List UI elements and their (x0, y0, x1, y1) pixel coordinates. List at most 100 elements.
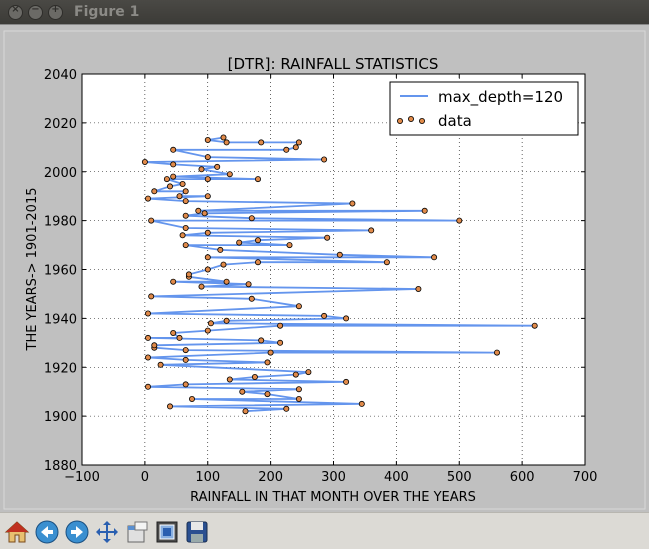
data-point (283, 405, 290, 412)
data-point (217, 246, 224, 253)
legend-marker-3 (418, 118, 425, 125)
data-point (254, 259, 261, 266)
data-point (267, 349, 274, 356)
data-point (292, 371, 299, 378)
data-point (144, 195, 151, 202)
data-point (204, 229, 211, 236)
data-point (220, 261, 227, 268)
data-point (198, 166, 205, 173)
data-point (415, 285, 422, 292)
data-point (324, 234, 331, 241)
data-point (292, 144, 299, 151)
data-point (185, 271, 192, 278)
data-point (431, 254, 438, 261)
data-point (336, 251, 343, 258)
data-point (166, 183, 173, 190)
data-point (182, 224, 189, 231)
home-icon[interactable] (4, 519, 30, 545)
y-tick-label: 1920 (44, 361, 77, 376)
data-point (493, 349, 500, 356)
y-tick-label: 1880 (44, 459, 77, 474)
y-tick-label: 1900 (44, 410, 77, 425)
chart-title: [DTR]: RAINFALL STATISTICS (228, 55, 439, 73)
data-point (207, 320, 214, 327)
data-point (170, 173, 177, 180)
data-point (204, 254, 211, 261)
legend-marker-1 (396, 118, 403, 125)
subplots-icon[interactable] (154, 519, 180, 545)
data-point (144, 310, 151, 317)
data-point (245, 281, 252, 288)
x-tick-label: 500 (447, 470, 472, 485)
data-point (214, 163, 221, 170)
y-axis-label: THE YEARS-> 1901-2015 (25, 188, 40, 352)
zoom-icon[interactable] (124, 519, 150, 545)
x-tick-label: 700 (573, 470, 598, 485)
y-tick-label: 2000 (44, 166, 77, 181)
data-point (170, 329, 177, 336)
data-point (182, 212, 189, 219)
forward-icon[interactable] (64, 519, 90, 545)
markers (141, 134, 538, 415)
tick-labels: −100 0 100 200 300 400 500 600 700 1880 1900 1920 19… (44, 68, 598, 485)
legend: max_depth=120 data (389, 81, 579, 136)
data-point (223, 139, 230, 146)
minimize-button[interactable]: − (28, 4, 43, 20)
data-point (182, 198, 189, 205)
legend-marker-2 (407, 116, 414, 123)
data-point (148, 293, 155, 300)
data-point (204, 176, 211, 183)
data-point (358, 400, 365, 407)
data-point (144, 334, 151, 341)
data-point (349, 200, 356, 207)
data-point (166, 403, 173, 410)
data-point (182, 381, 189, 388)
data-point (151, 188, 158, 195)
data-point (421, 207, 428, 214)
data-point (204, 137, 211, 144)
data-point (321, 156, 328, 163)
data-point (163, 176, 170, 183)
minimize-icon: − (31, 4, 40, 15)
data-point (531, 322, 538, 329)
data-point (195, 207, 202, 214)
data-point (198, 283, 205, 290)
data-point (295, 303, 302, 310)
data-point (204, 266, 211, 273)
data-point (283, 146, 290, 153)
data-point (242, 408, 249, 415)
data-point (223, 278, 230, 285)
data-point (343, 315, 350, 322)
data-point (258, 139, 265, 146)
figure-svg: −100 0 100 200 300 400 500 600 700 1880 1900 1920 19… (0, 25, 649, 513)
data-point (264, 391, 271, 398)
pan-icon[interactable] (94, 519, 120, 545)
data-point (305, 369, 312, 376)
close-button[interactable]: × (8, 4, 23, 20)
data-point (239, 388, 246, 395)
data-point (295, 139, 302, 146)
data-point (220, 134, 227, 141)
data-point (456, 217, 463, 224)
data-point (182, 188, 189, 195)
data-point (170, 278, 177, 285)
data-point (170, 161, 177, 168)
navigation-toolbar (0, 512, 649, 549)
maximize-button[interactable]: + (48, 4, 63, 20)
data-point (248, 215, 255, 222)
data-point (182, 356, 189, 363)
data-point (277, 322, 284, 329)
data-point (254, 237, 261, 244)
data-point (204, 327, 211, 334)
data-point (277, 339, 284, 346)
data-point (321, 312, 328, 319)
rainfall-line (144, 136, 535, 413)
x-tick-label: −100 (64, 470, 100, 485)
data-point (176, 193, 183, 200)
data-point (226, 171, 233, 178)
x-tick-label: 0 (141, 470, 149, 485)
back-icon[interactable] (34, 519, 60, 545)
series-line (144, 136, 535, 413)
x-axis-label: RAINFALL IN THAT MONTH OVER THE YEARS (190, 490, 476, 505)
save-icon[interactable] (184, 519, 210, 545)
